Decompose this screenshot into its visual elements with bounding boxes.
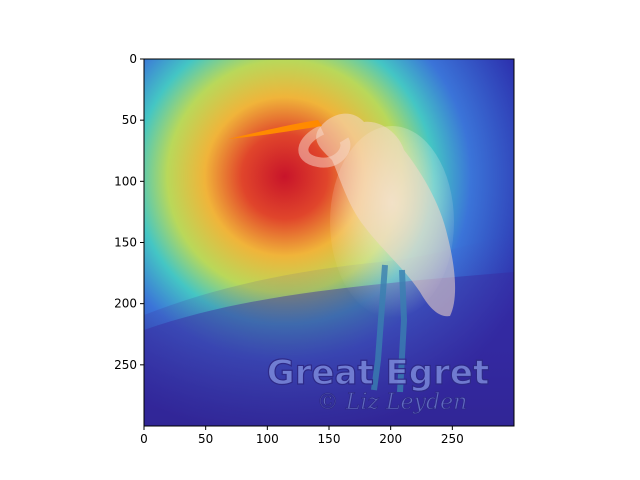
y-tick-label: 50 [122,113,137,127]
x-tick-label: 0 [140,432,148,446]
egret [228,113,456,393]
x-tick-label: 150 [318,432,341,446]
x-tick-label: 100 [256,432,279,446]
y-tick-label: 150 [114,236,137,250]
y-tick-label: 100 [114,174,137,188]
y-tick-label: 250 [114,358,137,372]
x-axis: 0 50 100 150 200 250 [140,426,464,446]
x-tick-label: 250 [441,432,464,446]
y-tick-label: 200 [114,297,137,311]
y-axis: 0 50 100 150 200 250 [114,52,144,372]
y-tick-label: 0 [129,52,137,66]
x-tick-label: 50 [198,432,213,446]
watermark-credit: © Liz Leyden [317,390,468,415]
x-tick-label: 200 [379,432,402,446]
heatmap-image: Great Egret © Liz Leyden [144,59,514,426]
watermark-title: Great Egret [267,353,489,393]
beak [228,120,322,139]
